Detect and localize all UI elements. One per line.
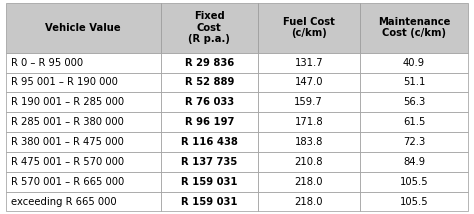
Text: R 380 001 – R 475 000: R 380 001 – R 475 000 — [11, 137, 124, 147]
Bar — [6, 73, 161, 92]
Text: R 0 – R 95 000: R 0 – R 95 000 — [11, 58, 83, 68]
Bar — [258, 172, 360, 192]
Bar — [258, 132, 360, 152]
Bar — [258, 112, 360, 132]
Text: R 96 197: R 96 197 — [184, 117, 234, 127]
Text: R 76 033: R 76 033 — [185, 97, 234, 107]
Bar — [161, 132, 258, 152]
Bar — [6, 132, 161, 152]
Text: 147.0: 147.0 — [294, 77, 323, 88]
Bar — [6, 53, 161, 73]
Text: 61.5: 61.5 — [403, 117, 425, 127]
Bar — [6, 172, 161, 192]
Bar — [258, 192, 360, 211]
Text: 183.8: 183.8 — [294, 137, 323, 147]
Text: 210.8: 210.8 — [294, 157, 323, 167]
Text: 40.9: 40.9 — [403, 58, 425, 68]
Bar — [258, 53, 360, 73]
Bar — [161, 92, 258, 112]
Text: 131.7: 131.7 — [294, 58, 323, 68]
Text: R 570 001 – R 665 000: R 570 001 – R 665 000 — [11, 177, 125, 187]
Bar — [161, 192, 258, 211]
Text: 218.0: 218.0 — [294, 177, 323, 187]
Text: R 137 735: R 137 735 — [181, 157, 237, 167]
Bar — [161, 172, 258, 192]
Text: 105.5: 105.5 — [400, 177, 428, 187]
Text: 159.7: 159.7 — [294, 97, 323, 107]
Bar — [6, 152, 161, 172]
Text: R 190 001 – R 285 000: R 190 001 – R 285 000 — [11, 97, 125, 107]
Text: R 52 889: R 52 889 — [184, 77, 234, 88]
Text: 171.8: 171.8 — [294, 117, 323, 127]
Bar — [6, 112, 161, 132]
Bar — [161, 152, 258, 172]
Bar — [360, 132, 468, 152]
Bar — [360, 152, 468, 172]
Bar — [258, 73, 360, 92]
Text: Fixed
Cost
(R p.a.): Fixed Cost (R p.a.) — [188, 11, 230, 44]
Text: R 285 001 – R 380 000: R 285 001 – R 380 000 — [11, 117, 124, 127]
Bar — [360, 92, 468, 112]
Bar — [360, 73, 468, 92]
Text: R 116 438: R 116 438 — [181, 137, 237, 147]
Bar — [6, 92, 161, 112]
Text: 84.9: 84.9 — [403, 157, 425, 167]
Bar — [161, 112, 258, 132]
Text: 51.1: 51.1 — [403, 77, 425, 88]
Bar — [258, 3, 360, 53]
Bar — [161, 73, 258, 92]
Bar — [6, 192, 161, 211]
Text: exceeding R 665 000: exceeding R 665 000 — [11, 196, 117, 207]
Bar — [258, 92, 360, 112]
Bar — [258, 152, 360, 172]
Text: Vehicle Value: Vehicle Value — [46, 23, 121, 33]
Text: R 95 001 – R 190 000: R 95 001 – R 190 000 — [11, 77, 118, 88]
Bar — [360, 3, 468, 53]
Bar — [360, 192, 468, 211]
Text: 56.3: 56.3 — [403, 97, 425, 107]
Text: R 159 031: R 159 031 — [181, 177, 237, 187]
Bar — [161, 53, 258, 73]
Text: R 475 001 – R 570 000: R 475 001 – R 570 000 — [11, 157, 125, 167]
Bar — [360, 53, 468, 73]
Text: 105.5: 105.5 — [400, 196, 428, 207]
Bar — [6, 3, 161, 53]
Text: 218.0: 218.0 — [294, 196, 323, 207]
Bar — [161, 3, 258, 53]
Text: 72.3: 72.3 — [403, 137, 425, 147]
Text: Fuel Cost
(c/km): Fuel Cost (c/km) — [283, 17, 335, 39]
Text: Maintenance
Cost (c/km): Maintenance Cost (c/km) — [378, 17, 450, 39]
Bar — [360, 172, 468, 192]
Bar — [360, 112, 468, 132]
Text: R 29 836: R 29 836 — [184, 58, 234, 68]
Text: R 159 031: R 159 031 — [181, 196, 237, 207]
